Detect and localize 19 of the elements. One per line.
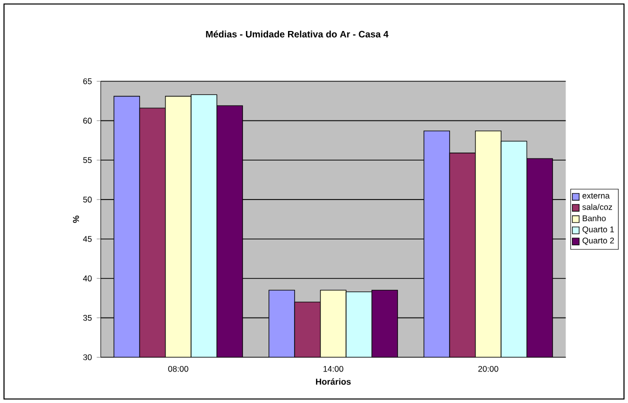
y-tick-label: 40 (83, 275, 92, 282)
x-axis-title: Horários (316, 378, 351, 385)
chart-title: Médias - Umidade Relativa do Ar - Casa 4 (206, 30, 388, 38)
legend-label: sala/coz (582, 204, 612, 210)
legend-label: Banho (582, 215, 606, 222)
x-tick-label: 14:00 (324, 366, 344, 372)
y-tick-label: 60 (83, 118, 92, 124)
y-tick-label: 50 (83, 196, 92, 202)
legend-label: Quarto 2 (582, 238, 614, 245)
x-tick-label: 08:00 (168, 366, 188, 372)
x-tick-label: 20:00 (478, 366, 498, 372)
y-tick-label: 65 (83, 78, 92, 84)
y-axis-title: % (72, 216, 80, 223)
y-tick-label: 35 (83, 314, 92, 321)
legend-label: externa (582, 193, 610, 199)
legend-label: Quarto 1 (582, 226, 614, 234)
y-tick-label: 55 (83, 157, 92, 163)
y-tick-label: 30 (83, 354, 92, 360)
y-tick-label: 45 (83, 236, 92, 242)
